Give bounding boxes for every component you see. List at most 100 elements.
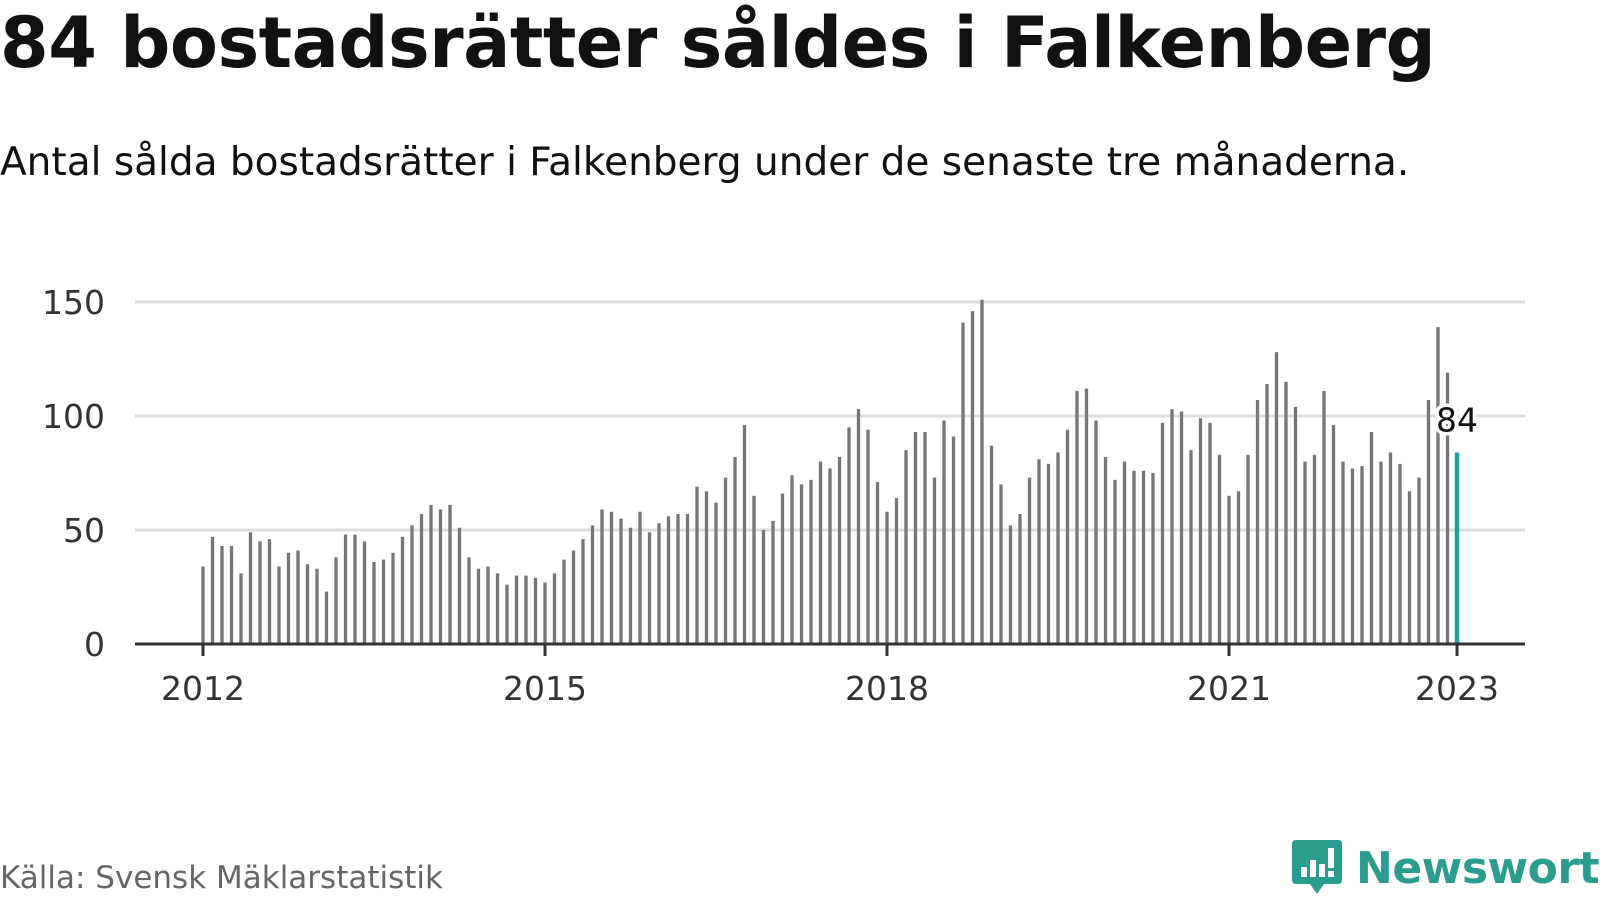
bar: [248, 532, 253, 644]
bar: [1350, 468, 1355, 644]
bar: [286, 552, 291, 644]
bar: [1113, 479, 1117, 644]
bar: [1217, 454, 1222, 644]
bar: [1341, 461, 1345, 644]
bar: [647, 532, 652, 644]
bar: [980, 299, 984, 644]
bar: [315, 568, 319, 644]
bar: [410, 525, 414, 644]
bar: [467, 557, 471, 644]
bar: [1065, 429, 1070, 644]
y-axis-ticks: 0 50 100 150: [42, 283, 105, 664]
bar: [942, 420, 946, 644]
newsworthy-logo-text: Newsworthy: [1356, 842, 1600, 894]
bar: [391, 552, 395, 644]
bar: [657, 523, 661, 644]
newsworthy-logo-icon: [1292, 840, 1342, 894]
bar: [581, 539, 585, 644]
bar: [685, 514, 690, 644]
bar: [704, 491, 709, 644]
bar: [1008, 525, 1013, 644]
bar: [353, 534, 357, 644]
bar: [1103, 457, 1108, 644]
bar: [524, 575, 528, 644]
bar: [1084, 388, 1089, 644]
bar: [571, 550, 576, 644]
bar: [742, 425, 747, 644]
bar: [923, 431, 927, 644]
bar: [1388, 452, 1393, 644]
bar: [552, 573, 557, 644]
bar: [296, 550, 300, 644]
bar: [1246, 454, 1250, 644]
bar: [1027, 477, 1032, 644]
bar: [1312, 454, 1317, 644]
bar: [1369, 431, 1374, 644]
bar: [619, 518, 623, 644]
bar: [1037, 459, 1041, 644]
bar: [790, 475, 794, 644]
bar: [733, 457, 737, 644]
bar: [866, 429, 870, 644]
bar: [847, 427, 851, 644]
bar: [1132, 470, 1136, 644]
bar: [894, 498, 899, 644]
bar: [343, 534, 348, 644]
bar-recent: [1436, 327, 1440, 644]
x-tick-label: 2018: [845, 669, 929, 708]
bar: [1426, 400, 1431, 644]
bar: [1198, 418, 1203, 644]
bar: [1265, 384, 1269, 644]
bar: [1056, 452, 1060, 644]
bar: [334, 557, 338, 644]
bar: [220, 545, 224, 644]
bar: [752, 495, 756, 644]
bar: [267, 539, 272, 644]
bar: [419, 514, 424, 644]
bar: [486, 566, 490, 644]
bar: [723, 477, 728, 644]
bar: [961, 322, 965, 644]
bar-latest: [1454, 452, 1460, 644]
bar: [1189, 450, 1193, 644]
bar: [932, 477, 937, 644]
x-axis-ticks: 2012 2015 2018 2021 2023: [161, 644, 1499, 708]
x-tick-label: 2012: [161, 669, 245, 708]
bar: [885, 511, 889, 644]
source-note: Källa: Svensk Mäklarstatistik: [0, 860, 443, 896]
bar: [448, 504, 452, 644]
bar: [210, 536, 215, 644]
bar: [818, 461, 823, 644]
bar: [695, 486, 699, 644]
bar: [590, 525, 595, 644]
bar: [989, 445, 994, 644]
chart-title: 84 bostadsrätter såldes i Falkenberg: [0, 2, 1436, 84]
bar: [1293, 406, 1298, 644]
bar: [1274, 352, 1279, 644]
bar: [476, 568, 481, 644]
bar: [609, 511, 614, 644]
bar: [1322, 390, 1326, 644]
bar: [562, 559, 566, 644]
bar: [1018, 514, 1022, 644]
bar: [324, 591, 329, 644]
bar: [1046, 463, 1051, 644]
bar-recent: [1445, 372, 1450, 644]
bar: [457, 527, 462, 644]
bar: [1284, 381, 1288, 644]
bar: [1208, 422, 1212, 644]
bar: [799, 484, 804, 644]
bars: [201, 299, 1460, 644]
bar: [1075, 390, 1079, 644]
bar: [837, 457, 842, 644]
bar: [429, 504, 433, 644]
x-tick-label: 2023: [1415, 669, 1499, 708]
bar: [381, 559, 386, 644]
bar: [714, 502, 718, 644]
bar: [505, 584, 509, 644]
bar: [400, 536, 405, 644]
bar: [1331, 425, 1336, 644]
bar: [1417, 477, 1421, 644]
bar: [1255, 400, 1260, 644]
bar: [1236, 491, 1241, 644]
